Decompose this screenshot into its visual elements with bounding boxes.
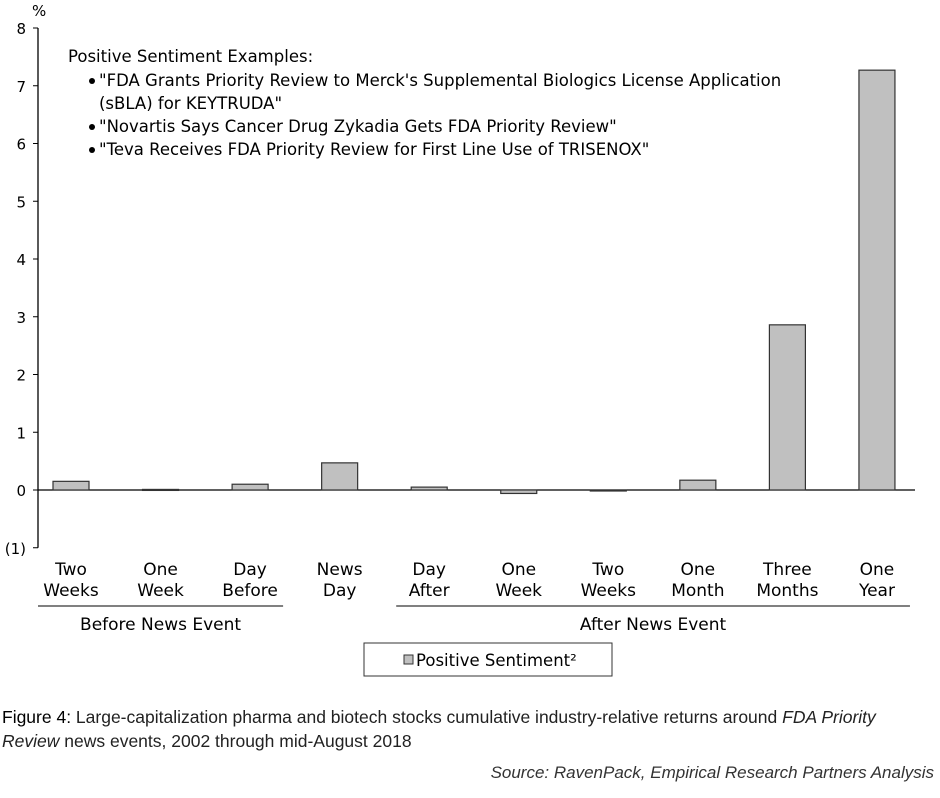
y-tick-label: 4 bbox=[16, 251, 26, 269]
annotation-item: (sBLA) for KEYTRUDA" bbox=[99, 94, 282, 113]
x-tick-label: One bbox=[501, 560, 536, 580]
group-label: Before News Event bbox=[80, 615, 241, 635]
x-tick-label: One bbox=[860, 560, 895, 580]
y-unit-label: % bbox=[32, 2, 46, 20]
x-tick-label: News bbox=[317, 560, 363, 580]
caption-italic: FDA Priority Review bbox=[2, 707, 876, 751]
bullet-icon bbox=[89, 78, 95, 84]
bullet-icon bbox=[89, 124, 95, 130]
bar bbox=[858, 69, 896, 491]
x-tick-label: Day bbox=[323, 581, 357, 601]
annotation-title: Positive Sentiment Examples: bbox=[68, 47, 313, 66]
x-tick-label: Year bbox=[858, 581, 895, 601]
source-note: Source: RavenPack, Empirical Research Pa… bbox=[490, 763, 934, 782]
caption-label: Figure 4: bbox=[2, 707, 72, 727]
bar bbox=[321, 462, 359, 491]
x-tick-label: One bbox=[681, 560, 716, 580]
x-tick-label: Two bbox=[54, 560, 87, 580]
x-tick-label: Weeks bbox=[43, 581, 99, 601]
bar bbox=[141, 488, 180, 492]
group-label: After News Event bbox=[580, 615, 727, 635]
bar bbox=[231, 483, 269, 491]
bar bbox=[52, 480, 90, 491]
caption-text: Large-capitalization pharma and biotech … bbox=[71, 707, 783, 727]
x-tick-label: Three bbox=[762, 560, 812, 580]
y-tick-label: 8 bbox=[16, 20, 26, 38]
y-tick-label: 0 bbox=[16, 482, 26, 500]
caption-text-end: news events, 2002 through mid-August 201… bbox=[59, 731, 412, 751]
y-tick-label: 6 bbox=[16, 136, 26, 154]
x-tick-label: Before bbox=[222, 581, 278, 601]
bar bbox=[589, 489, 627, 492]
y-tick-label: 3 bbox=[16, 309, 26, 327]
y-tick-label: 1 bbox=[16, 424, 26, 442]
x-tick-label: Months bbox=[756, 581, 818, 601]
figure-caption: Figure 4: Large-capitalization pharma an… bbox=[2, 705, 932, 753]
legend-label: Positive Sentiment² bbox=[416, 651, 577, 670]
x-tick-label: Week bbox=[137, 581, 184, 601]
x-tick-label: Day bbox=[233, 560, 267, 580]
x-tick-label: Month bbox=[671, 581, 724, 601]
y-tick-label: (1) bbox=[5, 540, 26, 558]
x-tick-label: Week bbox=[495, 581, 542, 601]
bar bbox=[500, 489, 538, 495]
y-tick-label: 5 bbox=[16, 193, 26, 211]
x-tick-label: Weeks bbox=[581, 581, 637, 601]
y-tick-label: 2 bbox=[16, 367, 26, 385]
annotation-item: "Novartis Says Cancer Drug Zykadia Gets … bbox=[99, 117, 617, 136]
legend-swatch bbox=[403, 654, 414, 665]
bar bbox=[679, 479, 717, 491]
x-tick-label: Day bbox=[412, 560, 446, 580]
x-tick-label: After bbox=[409, 581, 450, 601]
annotation-item: "FDA Grants Priority Review to Merck's S… bbox=[99, 71, 781, 90]
y-tick-label: 7 bbox=[16, 78, 26, 96]
bar bbox=[410, 486, 448, 491]
annotation-item: "Teva Receives FDA Priority Review for F… bbox=[99, 140, 649, 159]
bullet-icon bbox=[89, 147, 95, 153]
bar bbox=[768, 324, 807, 491]
x-tick-label: Two bbox=[591, 560, 624, 580]
bar-chart: %(1)012345678TwoWeeksOneWeekDayBeforeNew… bbox=[5, 2, 915, 677]
x-tick-label: One bbox=[143, 560, 178, 580]
